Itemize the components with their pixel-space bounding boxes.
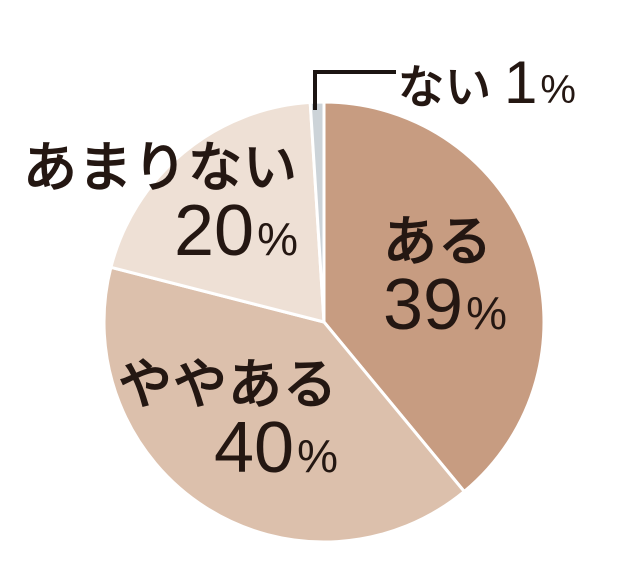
pie-slice-aru [322,100,546,494]
slice-value-aru: 39 [383,265,464,345]
pie-slice-yaya-aru [102,265,466,544]
slice-value-line-aru: 39% [383,269,507,358]
percent-sign-yaya-aru: % [297,430,338,482]
slice-name-nai: ない [398,61,492,113]
slice-value-yaya-aru: 40 [214,408,295,488]
slice-value-line-yaya-aru: 40% [118,412,338,501]
leader-line-nai-vertical [313,70,317,110]
percent-sign-amari-nai: % [257,213,298,265]
slice-value-line-amari-nai: 20% [23,195,298,284]
label-nai: ない 1 % [398,48,576,117]
percent-sign-aru: % [466,287,507,339]
label-aru: ある 39% [383,212,507,358]
pie-slice-amari-nai [109,100,326,324]
slice-value-amari-nai: 20 [174,191,255,271]
label-yaya-aru: ややある 40% [118,355,338,501]
slice-name-amari-nai: あまりない [23,138,298,198]
slice-name-aru: ある [383,212,493,272]
label-amari-nai: あまりない 20% [23,138,298,284]
leader-line-nai-horizontal [313,70,396,74]
percent-sign-nai: % [540,68,576,112]
slice-value-nai: 1 [504,49,538,116]
slice-name-yaya-aru: ややある [118,355,338,415]
pie-slice-nai [308,100,326,324]
